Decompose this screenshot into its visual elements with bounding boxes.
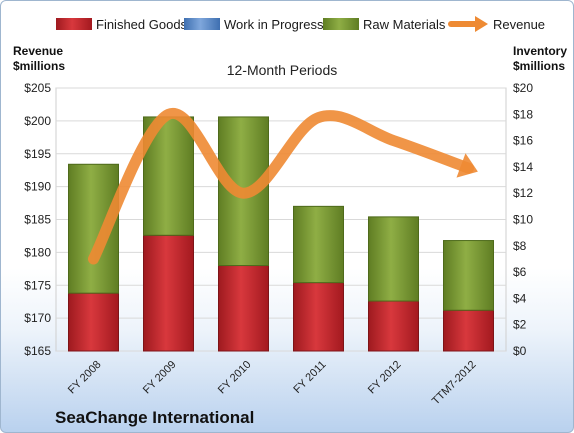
left-axis-title-line-1: Revenue (13, 44, 63, 58)
left-tick-label: $170 (24, 311, 51, 325)
x-axis-ticks: FY 2008 FY 2009 FY 2010 FY 2011 FY 2012 TTM7-… (66, 359, 479, 408)
bar-finished-goods (443, 309, 494, 352)
revenue-line-path (88, 108, 474, 265)
left-tick-label: $185 (24, 213, 51, 227)
legend-label-work-in-progress: Work in Progress (224, 17, 324, 32)
legend-swatch-work-in-progress (184, 18, 220, 30)
left-tick-label: $180 (24, 245, 51, 259)
left-axis-ticks: $165 $170 $175 $180 $185 $190 $195 $200 $205 (24, 81, 51, 358)
right-tick-label: $0 (513, 344, 527, 358)
legend-label-finished-goods: Finished Goods (96, 17, 188, 32)
chart-subtitle: 12-Month Periods (227, 62, 338, 78)
bar-raw-materials (368, 216, 419, 302)
right-axis-title-line-2: $millions (513, 59, 565, 73)
left-tick-label: $190 (24, 180, 51, 194)
x-tick-label: FY 2008 (66, 359, 104, 397)
x-tick-label: TTM7-2012 (430, 359, 479, 408)
right-tick-label: $6 (513, 265, 527, 279)
legend-label-revenue: Revenue (493, 17, 545, 32)
legend-swatch-revenue (448, 16, 488, 32)
bar-finished-goods (143, 234, 194, 352)
bar-raw-materials (443, 240, 494, 311)
right-axis-title-line-1: Inventory (513, 44, 567, 58)
revenue-arrowhead (456, 153, 478, 178)
left-tick-label: $195 (24, 147, 51, 161)
left-axis-title: Revenue $millions (13, 44, 66, 73)
left-tick-label: $205 (24, 81, 51, 95)
right-tick-label: $2 (513, 318, 527, 332)
right-tick-label: $18 (513, 107, 533, 121)
bar-finished-goods (293, 282, 344, 352)
right-tick-label: $20 (513, 81, 533, 95)
right-tick-label: $4 (513, 291, 527, 305)
right-axis-ticks: $0 $2 $4 $6 $8 $10 $12 $14 $16 $18 $20 (513, 81, 533, 358)
right-tick-label: $10 (513, 213, 533, 227)
bar-finished-goods (368, 300, 419, 352)
left-tick-label: $165 (24, 344, 51, 358)
legend-swatch-raw-materials (323, 18, 359, 30)
company-name: SeaChange International (55, 408, 254, 427)
legend-label-raw-materials: Raw Materials (363, 17, 446, 32)
right-tick-label: $8 (513, 239, 527, 253)
revenue-line (88, 108, 478, 265)
bar-finished-goods (218, 265, 269, 352)
x-tick-label: FY 2012 (366, 359, 404, 397)
legend: Finished Goods Work in Progress Raw Mate… (56, 16, 545, 32)
bar-raw-materials (293, 205, 344, 284)
legend-swatch-finished-goods (56, 18, 92, 30)
right-axis-title: Inventory $millions (513, 44, 570, 73)
gridlines (55, 87, 507, 352)
bar-finished-goods (68, 292, 119, 352)
right-tick-label: $12 (513, 186, 533, 200)
left-tick-label: $200 (24, 114, 51, 128)
x-tick-label: FY 2009 (141, 359, 179, 397)
x-tick-label: FY 2011 (291, 359, 328, 396)
right-tick-label: $16 (513, 134, 533, 148)
right-tick-label: $14 (513, 160, 533, 174)
left-axis-title-line-2: $millions (13, 59, 65, 73)
x-tick-label: FY 2010 (216, 359, 254, 397)
left-tick-label: $175 (24, 278, 51, 292)
